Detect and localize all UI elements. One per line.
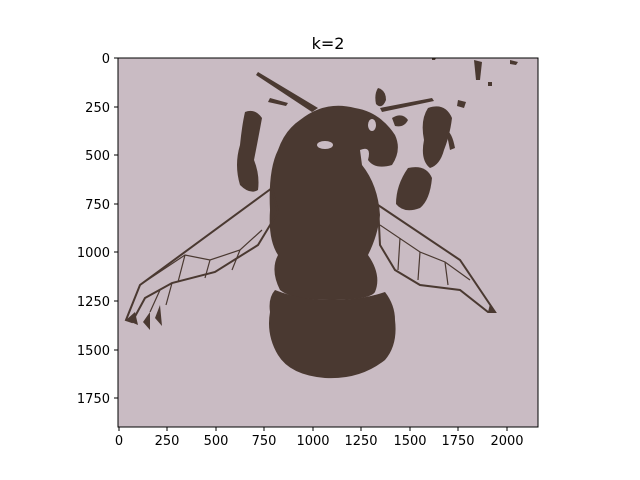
plot-title: k=2 xyxy=(312,34,345,53)
y-axis: 0 250 500 750 1000 1250 1500 1750 xyxy=(77,52,118,407)
svg-text:1000: 1000 xyxy=(77,246,110,261)
highlight-spots xyxy=(317,119,376,149)
x-tick: 1750 xyxy=(441,427,475,449)
x-axis: 0 250 500 750 1000 1250 1500 1750 2000 xyxy=(115,427,524,449)
svg-text:750: 750 xyxy=(252,434,277,449)
svg-text:0: 0 xyxy=(115,434,123,449)
x-tick: 2000 xyxy=(490,427,524,449)
svg-text:1000: 1000 xyxy=(296,434,329,449)
svg-text:750: 750 xyxy=(85,198,110,213)
svg-text:500: 500 xyxy=(85,149,110,164)
y-tick: 1000 xyxy=(77,246,118,261)
y-tick: 1250 xyxy=(77,295,118,310)
svg-text:250: 250 xyxy=(155,434,180,449)
axes-frame xyxy=(117,57,539,428)
x-tick: 1000 xyxy=(296,427,330,449)
foreground-cluster xyxy=(124,58,518,379)
y-tick: 0 xyxy=(102,52,118,67)
x-tick: 1250 xyxy=(344,427,378,449)
svg-text:250: 250 xyxy=(85,101,110,116)
svg-text:1750: 1750 xyxy=(441,434,474,449)
svg-text:1500: 1500 xyxy=(393,434,426,449)
y-tick: 1500 xyxy=(77,344,118,359)
clustered-bee-image xyxy=(117,57,539,428)
x-tick: 250 xyxy=(155,427,180,449)
svg-text:1750: 1750 xyxy=(77,392,110,407)
svg-text:0: 0 xyxy=(102,52,110,67)
x-tick: 0 xyxy=(115,427,123,449)
y-tick: 1750 xyxy=(77,392,118,407)
svg-text:1500: 1500 xyxy=(77,344,110,359)
svg-text:500: 500 xyxy=(204,434,229,449)
svg-text:2000: 2000 xyxy=(490,434,523,449)
y-tick: 250 xyxy=(85,101,118,116)
x-tick: 1500 xyxy=(393,427,427,449)
y-tick: 750 xyxy=(85,198,118,213)
x-tick: 750 xyxy=(252,427,277,449)
x-tick: 500 xyxy=(204,427,229,449)
svg-text:1250: 1250 xyxy=(344,434,377,449)
y-tick: 500 xyxy=(85,149,118,164)
svg-text:1250: 1250 xyxy=(77,295,110,310)
